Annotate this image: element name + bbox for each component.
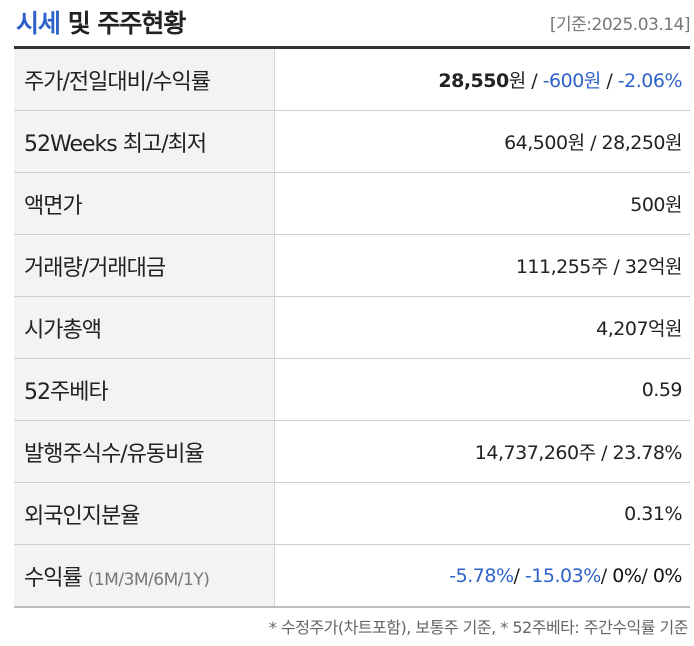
row-label-52weeks: 52Weeks 최고/최저	[14, 110, 275, 173]
row-label-beta: 52주베타	[14, 358, 275, 421]
separator: /	[525, 70, 543, 92]
table-row: 수익률 (1M/3M/6M/1Y) -5.78%/ -15.03%/ 0%/ 0…	[14, 544, 690, 608]
section-title: 시세 및 주주현황	[16, 4, 187, 40]
row-label-returns: 수익률 (1M/3M/6M/1Y)	[14, 544, 275, 608]
row-label-price: 주가/전일대비/수익률	[14, 49, 275, 111]
table-row: 액면가 500원	[14, 172, 690, 235]
price-unit: 원	[508, 70, 526, 92]
returns-label: 수익률	[24, 565, 83, 591]
row-label-par-value: 액면가	[14, 172, 275, 235]
row-label-market-cap: 시가총액	[14, 296, 275, 359]
price-change-rate: -2.06%	[617, 70, 683, 92]
section-header: 시세 및 주주현황 [기준:2025.03.14]	[14, 0, 691, 49]
title-rest: 및 주주현황	[60, 9, 187, 38]
return-6m: 0%	[612, 564, 642, 587]
price-change: -600원	[542, 70, 602, 92]
table-row: 52Weeks 최고/최저 64,500원 / 28,250원	[14, 110, 690, 173]
separator: /	[600, 564, 613, 587]
row-value-beta: 0.59	[274, 358, 690, 421]
row-value-volume: 111,255주 / 32억원	[274, 234, 690, 297]
table-row: 외국인지분율 0.31%	[14, 482, 690, 545]
row-value-52weeks: 64,500원 / 28,250원	[274, 110, 690, 173]
current-price: 28,550	[438, 70, 509, 92]
separator: /	[641, 564, 653, 587]
separator: /	[513, 564, 525, 587]
row-value-price: 28,550원 / -600원 / -2.06%	[274, 49, 690, 111]
table-row: 52주베타 0.59	[14, 358, 690, 421]
table-row: 발행주식수/유동비율 14,737,260주 / 23.78%	[14, 420, 690, 483]
row-value-foreign-ownership: 0.31%	[274, 482, 690, 545]
return-1m: -5.78%	[449, 564, 514, 587]
return-1y: 0%	[652, 564, 683, 587]
row-value-returns: -5.78%/ -15.03%/ 0%/ 0%	[274, 544, 690, 608]
table-row: 주가/전일대비/수익률 28,550원 / -600원 / -2.06%	[14, 49, 690, 111]
separator: /	[600, 70, 618, 92]
market-info-table: 주가/전일대비/수익률 28,550원 / -600원 / -2.06% 52W…	[14, 49, 690, 608]
returns-period-note: (1M/3M/6M/1Y)	[87, 569, 210, 590]
footnote: * 수정주가(차트포함), 보통주 기준, * 52주베타: 주간수익률 기준	[268, 618, 689, 637]
as-of-date: [기준:2025.03.14]	[549, 15, 691, 35]
title-accent: 시세	[16, 9, 61, 38]
row-label-volume: 거래량/거래대금	[14, 234, 275, 297]
row-value-shares: 14,737,260주 / 23.78%	[274, 420, 690, 483]
return-3m: -15.03%	[524, 564, 601, 587]
row-label-foreign-ownership: 외국인지분율	[14, 482, 275, 545]
row-value-market-cap: 4,207억원	[274, 296, 690, 359]
table-row: 시가총액 4,207억원	[14, 296, 690, 359]
row-value-par-value: 500원	[274, 172, 690, 235]
row-label-shares: 발행주식수/유동비율	[14, 420, 275, 483]
table-row: 거래량/거래대금 111,255주 / 32억원	[14, 234, 690, 297]
